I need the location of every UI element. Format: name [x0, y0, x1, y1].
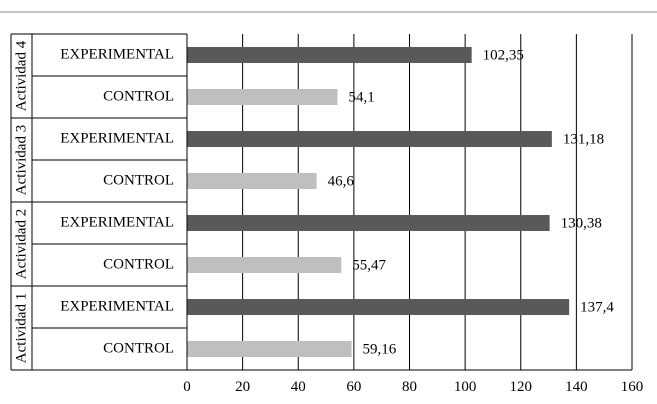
bar	[187, 257, 342, 273]
x-tick-label: 0	[183, 379, 191, 395]
bar	[187, 47, 472, 63]
data-label: 102,35	[483, 47, 524, 63]
group-label: Actividad 4	[13, 40, 29, 111]
data-label: 131,18	[563, 131, 604, 147]
x-tick-label: 120	[510, 379, 533, 395]
bar	[187, 89, 338, 105]
group-label: Actividad 3	[13, 125, 29, 195]
x-tick-label: 100	[454, 379, 477, 395]
bar	[187, 131, 552, 147]
category-label: EXPERIMENTAL	[60, 130, 174, 146]
data-label: 46,6	[328, 173, 355, 189]
category-label: EXPERIMENTAL	[60, 214, 174, 230]
gridlines	[186, 34, 633, 370]
category-label: CONTROL	[103, 256, 174, 272]
x-tick-label: 60	[346, 379, 361, 395]
x-tick-label: 160	[621, 379, 644, 395]
category-label: CONTROL	[103, 172, 174, 188]
axes	[10, 33, 632, 371]
x-tick-label: 80	[402, 379, 417, 395]
category-label: CONTROL	[103, 340, 174, 356]
category-label: EXPERIMENTAL	[60, 298, 174, 314]
data-label: 55,47	[352, 257, 386, 273]
category-label: EXPERIMENTAL	[60, 46, 174, 62]
group-label: Actividad 2	[13, 209, 29, 279]
x-tick-label: 20	[235, 379, 250, 395]
bar	[187, 215, 550, 231]
data-label: 137,4	[580, 299, 614, 315]
bar	[187, 299, 570, 315]
group-label: Actividad 1	[13, 293, 29, 363]
x-tick-label: 140	[565, 379, 588, 395]
data-label: 54,1	[348, 89, 374, 105]
category-label: CONTROL	[103, 88, 174, 104]
bar	[187, 173, 317, 189]
x-tick-label: 40	[291, 379, 306, 395]
data-label: 130,38	[561, 215, 602, 231]
labels: 0 20 40 60 80 100 120 140 160 Actividad 4 EXPERIME…	[13, 40, 643, 395]
data-label: 59,16	[363, 341, 397, 357]
bar	[187, 341, 352, 357]
bars	[187, 47, 570, 357]
